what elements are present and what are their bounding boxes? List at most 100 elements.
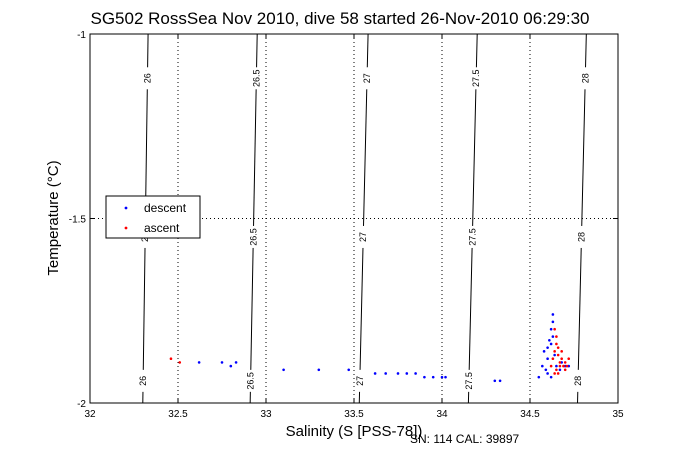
x-tick-label: 34 <box>436 409 448 420</box>
x-tick-label: 35 <box>612 409 624 420</box>
legend-label-descent: descent <box>144 201 187 215</box>
contour-line <box>467 33 478 404</box>
contour-label-bg <box>355 369 364 392</box>
contour-label: 27 <box>362 73 372 83</box>
y-axis-label: Temperature (°C) <box>45 160 62 275</box>
ascent-point <box>562 364 565 368</box>
contour-27.5: 27.5 27.5 27.5 <box>464 33 481 404</box>
serial-calibration-footer: SN: 114 CAL: 39897 <box>410 432 520 446</box>
ascent-point <box>565 364 569 368</box>
contour-label: 28 <box>580 73 590 83</box>
descent-point <box>546 372 549 375</box>
contour-label-bg <box>252 67 261 90</box>
descent-point <box>555 364 558 368</box>
descent-point <box>347 368 351 372</box>
legend: descent ascent <box>105 195 201 239</box>
y-tick-label: -1 <box>77 30 86 41</box>
contour-line <box>577 33 587 404</box>
descent-point <box>493 379 497 383</box>
descent-point <box>498 379 502 383</box>
contour-label-bg <box>464 369 473 392</box>
ascent-point <box>553 350 556 353</box>
descent-point <box>373 372 377 375</box>
chart-title: SG502 RossSea Nov 2010, dive 58 started … <box>91 9 590 28</box>
x-tick-label: 32.5 <box>168 409 188 420</box>
descent-point <box>317 368 321 372</box>
series-ascent <box>169 327 571 375</box>
contour-label: 27.5 <box>464 372 474 390</box>
contour-label-bg <box>468 225 477 248</box>
contour-line <box>358 33 369 404</box>
descent-point <box>548 338 551 342</box>
ascent-point <box>555 342 558 346</box>
contour-26.5: 26.5 26.5 26.5 <box>246 33 261 404</box>
contour-label: 26 <box>142 73 152 83</box>
legend-box <box>105 195 201 239</box>
ascent-point <box>555 368 558 372</box>
descent-point <box>546 357 549 361</box>
descent-point <box>423 375 426 379</box>
contour-label-bg <box>574 369 583 392</box>
contour-label: 28 <box>576 232 586 242</box>
descent-point <box>537 375 541 379</box>
ascent-point <box>558 364 562 368</box>
contour-label: 26.5 <box>251 70 261 88</box>
contour-label-bg <box>577 225 586 248</box>
descent-point <box>229 364 233 368</box>
descent-point <box>551 320 555 324</box>
legend-marker-ascent <box>124 226 128 230</box>
descent-point <box>282 368 285 372</box>
density-contours: 26262626.526.526.527272727.527.527.52828… <box>138 33 590 404</box>
descent-point <box>551 313 555 316</box>
descent-point <box>440 375 444 379</box>
contour-label: 26.5 <box>248 228 258 246</box>
x-axis-label: Salinity (S [PSS-78]) <box>286 423 423 440</box>
ascent-point <box>556 353 560 357</box>
contour-27: 27 27 27 <box>355 33 372 404</box>
descent-point <box>405 372 409 375</box>
contour-label-bg <box>581 67 590 90</box>
ascent-point <box>178 361 182 364</box>
ascent-point <box>556 372 560 375</box>
descent-point <box>551 335 555 338</box>
descent-point <box>541 364 544 368</box>
legend-marker-descent <box>124 206 128 210</box>
ascent-point <box>563 368 567 372</box>
y-tick-label: -1.5 <box>69 215 87 226</box>
descent-point <box>396 372 400 375</box>
ascent-point <box>555 335 558 338</box>
ascent-point <box>560 350 563 353</box>
contour-label-bg <box>143 67 152 90</box>
contour-label: 27 <box>355 376 365 386</box>
ascent-point <box>556 346 560 349</box>
descent-point <box>431 375 435 379</box>
contour-label-bg <box>139 369 148 392</box>
ascent-point <box>560 357 563 361</box>
descent-point <box>234 361 238 364</box>
descent-point <box>553 353 556 357</box>
contour-label: 27 <box>358 232 368 242</box>
ascent-point <box>169 357 173 361</box>
x-tick-label: 34.5 <box>520 409 540 420</box>
descent-point <box>549 327 553 331</box>
contour-label-bg <box>363 67 372 90</box>
x-tick-label: 33.5 <box>344 409 364 420</box>
contour-label: 26 <box>138 376 148 386</box>
ascent-point <box>567 357 571 361</box>
contour-label: 26.5 <box>246 372 256 390</box>
descent-point <box>549 375 553 379</box>
contour-label-bg <box>472 67 481 90</box>
ascent-point <box>563 361 567 364</box>
descent-point <box>558 368 562 372</box>
legend-label-ascent: ascent <box>144 221 180 235</box>
descent-point <box>549 342 553 346</box>
descent-point <box>444 375 447 379</box>
descent-point <box>544 368 548 372</box>
contour-label-bg <box>246 369 255 392</box>
ascent-point <box>553 372 556 375</box>
contour-label-bg <box>249 225 258 248</box>
x-tick-label: 33 <box>260 409 272 420</box>
contour-line <box>249 33 258 404</box>
contour-label: 27.5 <box>471 70 481 88</box>
